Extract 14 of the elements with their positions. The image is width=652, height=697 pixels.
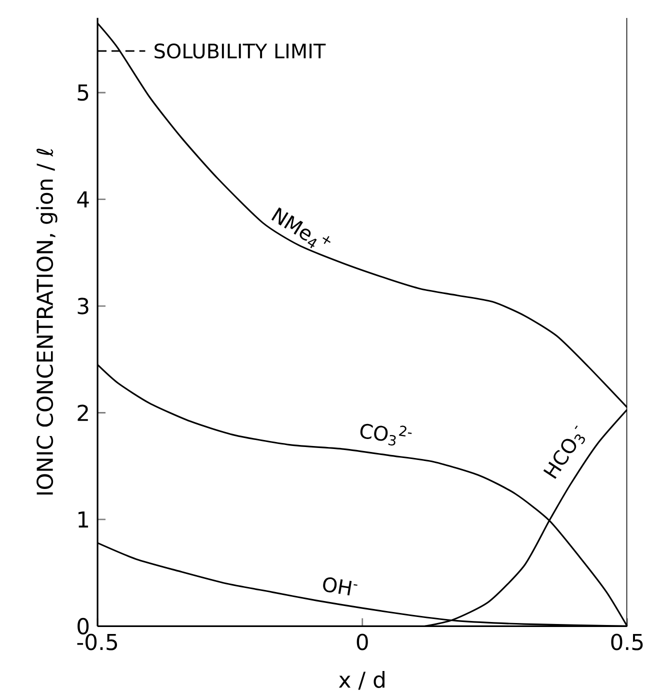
y-tick-label: 5 [78,84,88,101]
y-tick-label: 4 [77,191,89,208]
x-tick-label: -0.5 [77,634,118,650]
x-tick-label: 0.5 [611,634,643,650]
text: CO$_{3}$2- [360,424,412,446]
ref-line-label: SOLUBILITY LIMIT [154,43,326,59]
y-tick-label: 1 [78,511,88,528]
y-tick-label: 2 [78,404,88,421]
y-tick-label: 0 [78,618,89,634]
y-tick-label: 3 [78,298,88,314]
y-axis-title: IONIC CONCENTRATION, gion / ℓ [36,148,58,495]
x-axis-title: x / d [338,671,384,690]
text: OH$^{-}$ [323,577,358,596]
x-tick-label: 0 [356,634,368,650]
